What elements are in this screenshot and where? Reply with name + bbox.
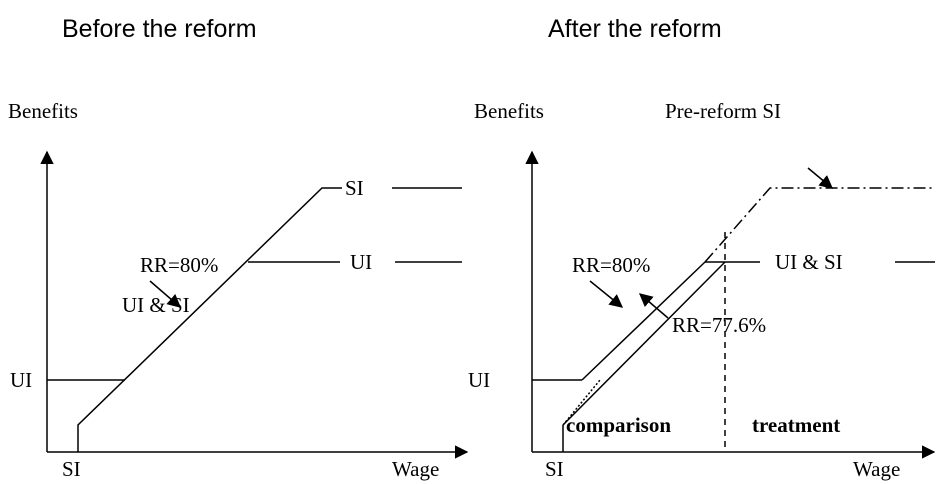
label: Pre-reform SI: [665, 99, 781, 123]
arrow: [638, 293, 669, 319]
arrow: [807, 167, 834, 189]
label: RR=80%: [140, 253, 218, 277]
label: UI & SI: [775, 250, 843, 274]
rr80-line: [581, 261, 706, 381]
panel-title: After the reform: [548, 15, 722, 43]
label: treatment: [752, 413, 840, 437]
rr776-line: [562, 261, 726, 426]
left-panel: Before the reform Benefits Wage SI UI SI…: [8, 15, 469, 481]
panel-title: Before the reform: [62, 15, 257, 43]
si-line: [77, 187, 342, 452]
label: RR=77.6%: [672, 313, 766, 337]
right-panel: After the reform Benefits Wage SI UI Pre…: [468, 15, 936, 481]
y-tick-label: UI: [468, 368, 490, 392]
x-tick-label: SI: [62, 457, 81, 481]
x-axis-label: Wage: [392, 457, 439, 481]
y-tick-label: UI: [10, 368, 32, 392]
x-axis-label: Wage: [853, 457, 900, 481]
dotted-line: [562, 379, 601, 426]
x-tick-label: SI: [545, 457, 564, 481]
label: comparison: [566, 413, 671, 437]
label: UI: [350, 250, 372, 274]
label: UI & SI: [122, 293, 190, 317]
arrow: [589, 280, 624, 308]
label: SI: [345, 176, 364, 200]
arrow: [149, 280, 182, 308]
label: RR=80%: [572, 253, 650, 277]
pre-reform-line: [704, 187, 935, 263]
y-axis-label: Benefits: [8, 99, 78, 123]
y-axis-label: Benefits: [474, 99, 544, 123]
